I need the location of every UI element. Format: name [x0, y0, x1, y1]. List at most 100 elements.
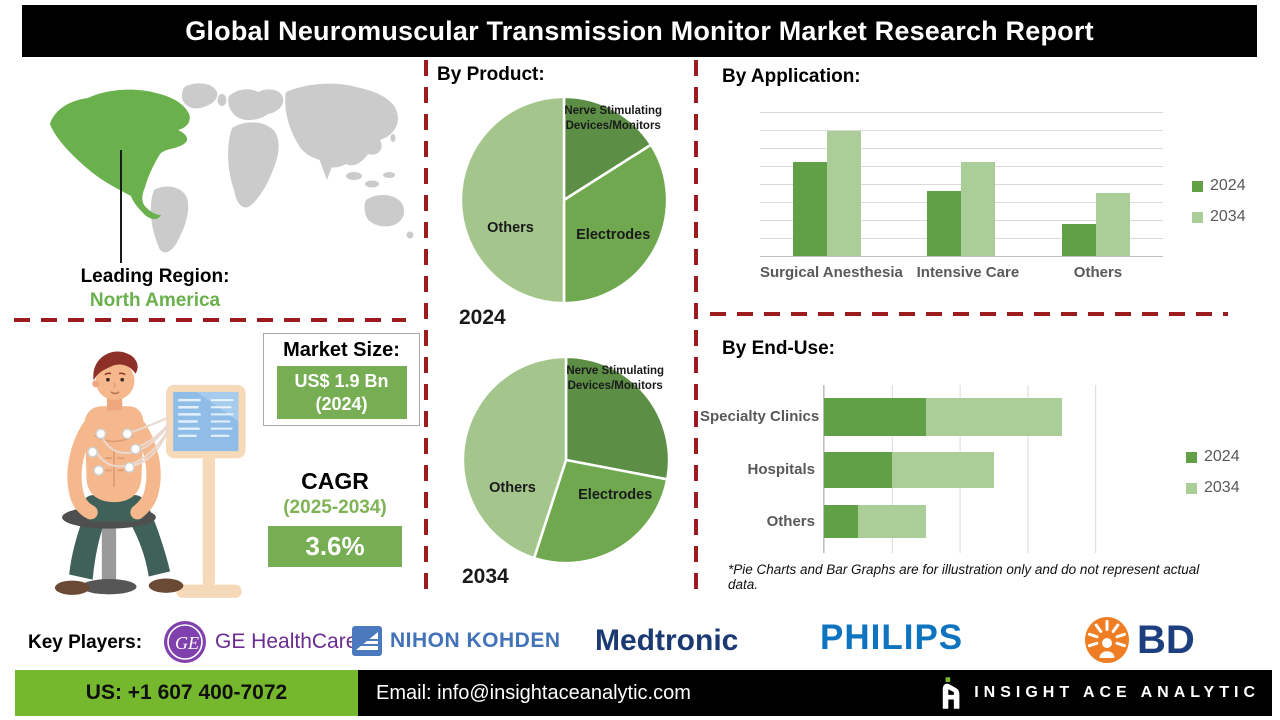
- nihon-kohden-wordmark: NIHON KOHDEN: [390, 629, 561, 652]
- nihon-kohden-icon: [352, 626, 382, 656]
- category-label: Intensive Care: [916, 264, 1020, 281]
- region-greenland: [182, 83, 218, 109]
- legend-item-2034: 2034: [1192, 208, 1246, 226]
- patient-left-arm: [67, 420, 98, 520]
- divider-left-horizontal: [14, 318, 406, 322]
- logo-medtronic: Medtronic: [595, 624, 738, 658]
- pie-chart-by-product-2024: Nerve Stimulating Devices/Monitors Electr…: [457, 93, 671, 307]
- segment-2024: [824, 452, 892, 488]
- key-players-label: Key Players:: [28, 632, 143, 653]
- legend-item-2024: 2024: [1192, 177, 1246, 195]
- leading-region-value: North America: [89, 289, 221, 311]
- logo-philips: PHILIPS: [820, 618, 963, 658]
- legend-label: 2024: [1210, 177, 1246, 194]
- end-use-label: Hospitals: [747, 461, 815, 478]
- market-size-value: US$ 1.9 Bn: [294, 371, 389, 391]
- footer-phone-block: US: +1 607 400-7072: [15, 670, 358, 716]
- footer-contact-block: Email: info@insightaceanalytic.com INSIG…: [358, 670, 1272, 716]
- svg-text:GE: GE: [175, 633, 199, 653]
- segment-2024: [824, 398, 926, 436]
- legend-by-application: 2024 2034: [1192, 177, 1246, 226]
- ge-monogram-icon: GE: [164, 621, 206, 663]
- segment-2024: [824, 505, 858, 538]
- bar-2024: [927, 191, 962, 256]
- heading-by-end-use: By End-Use:: [722, 338, 835, 359]
- patient-left-shoe: [54, 580, 90, 595]
- pie-slice-label: Electrodes: [578, 486, 653, 503]
- footer-brand-text: INSIGHT ACE ANALYTIC: [974, 684, 1260, 701]
- region-asia: [285, 83, 398, 168]
- monitor-pole: [202, 452, 215, 587]
- pie-slice-0: [564, 355, 671, 481]
- cagr-period: (2025-2034): [283, 497, 387, 518]
- segment-2034: [892, 452, 994, 488]
- segment-2034: [858, 505, 926, 538]
- pie-svg: [461, 355, 671, 565]
- patient-hair: [93, 351, 138, 381]
- stool-pole: [101, 521, 117, 583]
- legend-label: 2024: [1204, 448, 1240, 465]
- title-bar: Global Neuromuscular Transmission Monito…: [22, 5, 1257, 57]
- bar-chart-by-end-use: [823, 385, 1163, 553]
- monitor-base: [176, 584, 242, 598]
- heading-by-application: By Application:: [722, 66, 861, 87]
- bar-group-1: [894, 112, 1028, 256]
- screen-readout-lines: [178, 398, 234, 438]
- electrodes: [87, 428, 141, 476]
- leading-region: Leading Region: North America: [30, 265, 280, 313]
- bar-2034: [1095, 192, 1130, 256]
- category-label: Others: [1073, 264, 1123, 281]
- logo-ge-healthcare: GE GE HealthCare: [163, 620, 357, 664]
- cagr-label: CAGR: [301, 468, 369, 494]
- logo-bd: BD: [1083, 616, 1195, 664]
- category-label: Surgical Anesthesia: [760, 264, 903, 281]
- cagr-block: CAGR (2025-2034) 3.6%: [268, 468, 402, 567]
- region-africa: [228, 122, 279, 208]
- insight-ace-logo-icon: [942, 677, 960, 709]
- legend-swatch: [1192, 211, 1203, 223]
- pie-slice-1: [532, 458, 669, 565]
- stool-base: [81, 579, 137, 595]
- philips-wordmark: PHILIPS: [820, 618, 964, 657]
- bd-sun-icon: [1085, 617, 1129, 663]
- pie-slice-2: [461, 355, 568, 560]
- bar-chart-category-labels: Surgical Anesthesia Intensive Care Others: [760, 264, 1163, 281]
- market-size-card: Market Size: US$ 1.9 Bn (2024): [263, 333, 420, 426]
- stacked-bar-0: [824, 398, 1062, 436]
- bar-group-2: [1029, 112, 1163, 256]
- divider-vertical-left: [424, 60, 428, 600]
- patient-head: [95, 361, 135, 401]
- stacked-bar-1: [824, 452, 994, 488]
- legend-swatch: [1192, 180, 1203, 192]
- legend-item-2024: 2024: [1186, 448, 1240, 466]
- pie-slice-label: Others: [487, 220, 534, 237]
- pie-slice-1: [562, 143, 669, 305]
- bar-group-0: [760, 112, 894, 256]
- pie-chart-by-product-2034: Nerve Stimulating Devices/Monitors Electr…: [459, 353, 673, 567]
- legend-swatch: [1186, 451, 1197, 463]
- pie-year-2034: 2034: [462, 565, 509, 588]
- market-size-year: (2024): [315, 393, 368, 414]
- end-use-label: Specialty Clinics: [700, 408, 820, 425]
- cagr-value: 3.6%: [268, 526, 402, 567]
- legend-label: 2034: [1210, 208, 1246, 225]
- patient-face: [104, 372, 126, 395]
- ge-healthcare-wordmark: GE HealthCare: [215, 630, 358, 653]
- leading-region-label: Leading Region:: [80, 266, 230, 287]
- pie-slice-label: Nerve Stimulating Devices/Monitors: [566, 364, 665, 392]
- region-australia: [364, 194, 405, 227]
- report-title: Global Neuromuscular Transmission Monito…: [185, 15, 1094, 46]
- legend-item-2034: 2034: [1186, 479, 1240, 497]
- medtronic-wordmark: Medtronic: [595, 624, 739, 657]
- world-map: [50, 83, 414, 253]
- segment-2034: [926, 398, 1062, 436]
- footer-brand: INSIGHT ACE ANALYTIC: [940, 677, 1260, 709]
- disclaimer-note: *Pie Charts and Bar Graphs are for illus…: [728, 562, 1200, 592]
- pie-slice-label: Nerve Stimulating Devices/Monitors: [564, 104, 663, 132]
- legend-label: 2034: [1204, 479, 1240, 496]
- heading-by-product: By Product:: [437, 64, 545, 85]
- stacked-bar-2: [824, 505, 926, 538]
- patient-right-arm: [130, 420, 161, 520]
- pie-slice-2: [459, 95, 566, 305]
